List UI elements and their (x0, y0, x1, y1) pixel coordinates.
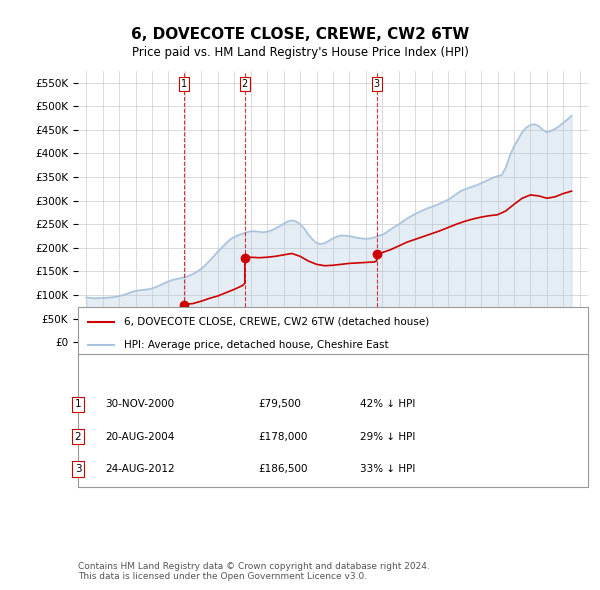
Text: 6, DOVECOTE CLOSE, CREWE, CW2 6TW: 6, DOVECOTE CLOSE, CREWE, CW2 6TW (131, 27, 469, 41)
FancyBboxPatch shape (78, 354, 588, 487)
Text: 1: 1 (74, 399, 82, 409)
Text: 6, DOVECOTE CLOSE, CREWE, CW2 6TW (detached house): 6, DOVECOTE CLOSE, CREWE, CW2 6TW (detac… (124, 317, 429, 327)
FancyBboxPatch shape (78, 307, 588, 360)
Text: 24-AUG-2012: 24-AUG-2012 (105, 464, 175, 474)
Text: 42% ↓ HPI: 42% ↓ HPI (360, 399, 415, 409)
Text: 3: 3 (74, 464, 82, 474)
Text: Price paid vs. HM Land Registry's House Price Index (HPI): Price paid vs. HM Land Registry's House … (131, 46, 469, 59)
Text: 2: 2 (74, 432, 82, 441)
Text: 3: 3 (374, 79, 380, 89)
Text: 20-AUG-2004: 20-AUG-2004 (105, 432, 175, 441)
Text: £186,500: £186,500 (258, 464, 308, 474)
Text: 30-NOV-2000: 30-NOV-2000 (105, 399, 174, 409)
Text: HPI: Average price, detached house, Cheshire East: HPI: Average price, detached house, Ches… (124, 340, 389, 350)
Text: 29% ↓ HPI: 29% ↓ HPI (360, 432, 415, 441)
Text: Contains HM Land Registry data © Crown copyright and database right 2024.
This d: Contains HM Land Registry data © Crown c… (78, 562, 430, 581)
Text: £79,500: £79,500 (258, 399, 301, 409)
Text: 2: 2 (242, 79, 248, 89)
Text: 1: 1 (181, 79, 187, 89)
Text: 33% ↓ HPI: 33% ↓ HPI (360, 464, 415, 474)
Text: £178,000: £178,000 (258, 432, 307, 441)
